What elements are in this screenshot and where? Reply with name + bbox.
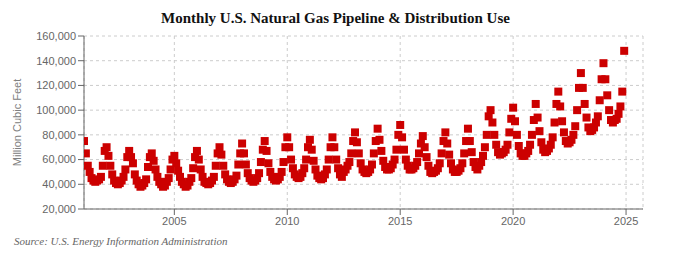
html-text:Source: U.S. Energy Informatio: Source: U.S. Energy Information Administ… <box>14 235 228 247</box>
svg-text:100,000: 100,000 <box>36 104 76 116</box>
svg-text:Million Cubic Feet: Million Cubic Feet <box>11 79 23 166</box>
svg-text:2025: 2025 <box>614 215 638 227</box>
svg-text:2005: 2005 <box>162 215 186 227</box>
svg-text:2015: 2015 <box>388 215 412 227</box>
svg-text:60,000: 60,000 <box>42 153 76 165</box>
svg-text:40,000: 40,000 <box>42 178 76 190</box>
svg-text:120,000: 120,000 <box>36 79 76 91</box>
svg-text:20,000: 20,000 <box>42 203 76 215</box>
html-text:Monthly U.S. Natural Gas Pipel: Monthly U.S. Natural Gas Pipeline & Dist… <box>161 10 510 26</box>
svg-text:2020: 2020 <box>501 215 525 227</box>
svg-text:140,000: 140,000 <box>36 55 76 67</box>
svg-text:80,000: 80,000 <box>42 129 76 141</box>
svg-text:2010: 2010 <box>275 215 299 227</box>
svg-text:160,000: 160,000 <box>36 30 76 42</box>
